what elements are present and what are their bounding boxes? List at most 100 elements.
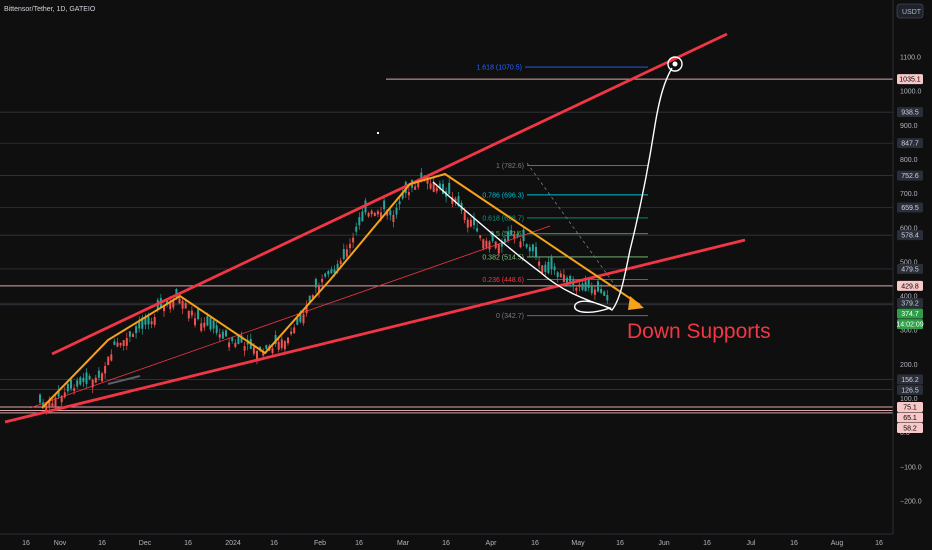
- candle-body: [237, 335, 240, 345]
- y-tick-label: 500.0: [900, 259, 918, 266]
- candle-body: [556, 272, 559, 278]
- fib-label: 0.786 (696.3): [482, 192, 524, 199]
- candle-body: [507, 231, 510, 241]
- x-tick-label: 16: [355, 540, 363, 547]
- candle-body: [476, 228, 479, 232]
- target-circle: [667, 56, 683, 72]
- candle-body: [389, 210, 392, 216]
- candle-body: [194, 318, 196, 326]
- candle-body: [569, 275, 572, 284]
- candle-body: [221, 331, 224, 339]
- candle-body: [497, 244, 500, 254]
- price-tag: [897, 263, 923, 274]
- fib-label: 1.618 (1070.5): [476, 65, 522, 72]
- price-tag: [897, 374, 923, 385]
- candle-body: [76, 380, 79, 387]
- zigzag-arrow-head: [628, 296, 644, 310]
- candle-body: [469, 219, 472, 227]
- candle-body: [101, 373, 103, 382]
- candle-body: [528, 247, 531, 252]
- candle-body: [525, 244, 528, 248]
- price-tag: [897, 230, 923, 241]
- candle-body: [442, 183, 444, 194]
- candle-body: [262, 351, 265, 356]
- candle-body: [181, 300, 184, 309]
- candle-body: [144, 317, 147, 325]
- price-tag-label: 752.6: [901, 173, 919, 180]
- candle-body: [70, 379, 72, 389]
- price-tag-label: 578.4: [901, 233, 919, 240]
- candle-body: [187, 310, 190, 319]
- candle-body: [324, 273, 327, 277]
- target-dot: [672, 61, 678, 67]
- x-tick-label: 2024: [225, 540, 241, 547]
- candle-body: [42, 402, 45, 407]
- candle-body: [519, 241, 522, 248]
- candle-body: [454, 198, 457, 202]
- candle-body: [259, 346, 262, 350]
- x-tick-label: Feb: [314, 540, 326, 547]
- candle-body: [51, 403, 54, 407]
- candle-body: [547, 261, 550, 273]
- candle-body: [153, 316, 156, 325]
- candle-body: [209, 317, 212, 330]
- candle-body: [352, 237, 355, 243]
- x-tick-label: 16: [531, 540, 539, 547]
- candle-body: [104, 365, 107, 374]
- candle-body: [265, 345, 268, 349]
- candle-body: [597, 281, 599, 292]
- cursor-dot: [377, 132, 379, 134]
- candle-body: [451, 197, 454, 204]
- candle-body: [535, 246, 537, 258]
- candle-body: [510, 230, 513, 236]
- y-tick-label: 400.0: [900, 294, 918, 301]
- fib-label: 1 (782.6): [496, 163, 524, 170]
- ma-stub: [107, 375, 141, 385]
- candle-body: [581, 283, 584, 290]
- candle-body: [283, 341, 286, 350]
- price-tag: [897, 384, 923, 395]
- y-tick-label: 900.0: [900, 123, 918, 130]
- candle-body: [361, 211, 364, 222]
- candle-body: [256, 350, 258, 361]
- candle-body: [48, 399, 51, 407]
- price-tag: [897, 412, 923, 423]
- price-tag-label: 75.1: [903, 405, 917, 412]
- candle-body: [240, 335, 243, 343]
- x-tick-label: May: [571, 540, 585, 547]
- price-axis[interactable]: 1100.0 1000.0 900.0 800.0 700.0 600.0 500.0 400…: [892, 0, 924, 534]
- candle-body: [277, 341, 280, 350]
- candle-body: [296, 317, 299, 325]
- candle-body: [60, 395, 63, 403]
- candle-body: [457, 196, 460, 207]
- candle-body: [318, 285, 320, 293]
- candle-body: [485, 240, 488, 248]
- price-tag-label: 156.2: [901, 377, 919, 384]
- candle-body: [280, 339, 283, 348]
- time-axis[interactable]: 16 Nov 16 Dec 16 2024 16 Feb 16 Mar 16 Apr 16 May 16 Ju…: [0, 533, 893, 547]
- price-tag: [897, 298, 923, 309]
- candle-body: [119, 342, 122, 346]
- x-tick-label: 16: [184, 540, 192, 547]
- x-tick-label: Apr: [486, 540, 498, 547]
- candle-body: [349, 243, 351, 249]
- price-tag: [897, 319, 923, 330]
- candle-body: [587, 278, 590, 288]
- price-tag-label: 938.5: [901, 110, 919, 117]
- candle-body: [466, 219, 469, 228]
- y-tick-label: −100.0: [900, 464, 922, 471]
- candle-body: [203, 322, 206, 328]
- price-tag-label: 847.7: [901, 141, 919, 148]
- currency-button[interactable]: USDT: [896, 3, 924, 19]
- y-tick-label: 100.0: [900, 396, 918, 403]
- y-tick-label: 700.0: [900, 191, 918, 198]
- candle-body: [578, 284, 581, 288]
- x-tick-label: Jun: [658, 540, 669, 547]
- candle-body: [206, 316, 209, 326]
- price-tag: [897, 423, 923, 434]
- horizontal-levels: [0, 78, 893, 414]
- candle-body: [308, 295, 311, 302]
- candle-body: [392, 214, 395, 223]
- candle-body: [302, 314, 305, 324]
